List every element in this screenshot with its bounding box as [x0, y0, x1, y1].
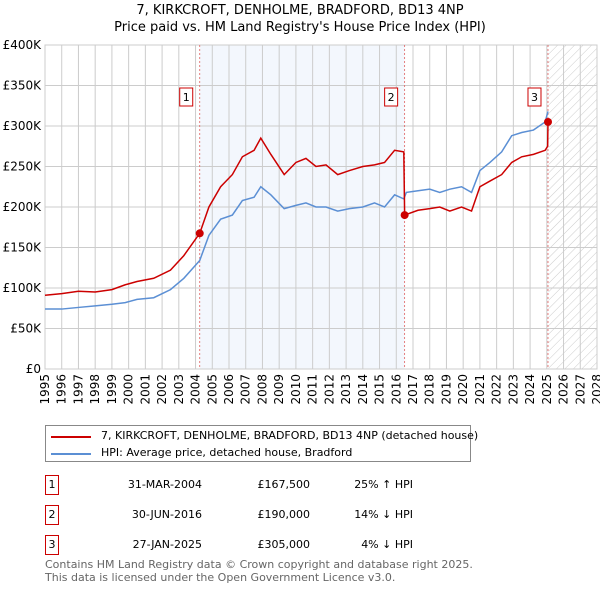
sale-hpi-diff: 4% ↓ HPI: [361, 538, 413, 551]
x-tick-label: 2013: [339, 374, 353, 405]
x-tick-label: 2021: [473, 374, 487, 405]
sale-marker-box: [384, 87, 399, 107]
x-tick-label: 2002: [155, 374, 169, 405]
legend-swatch-hpi: [51, 453, 91, 455]
x-tick-label: 2007: [239, 374, 253, 405]
x-tick-label: 2025: [540, 374, 554, 405]
x-tick-label: 2010: [289, 374, 303, 405]
sale-point: [543, 117, 552, 126]
x-tick-label: 2020: [456, 374, 470, 405]
legend-swatch-price: [51, 436, 91, 438]
sale-point: [400, 211, 409, 220]
sale-point: [195, 229, 204, 238]
x-tick-label: 2009: [272, 374, 286, 405]
x-tick-label: 1995: [38, 374, 52, 405]
x-tick-label: 2001: [138, 374, 152, 405]
legend-label-hpi: HPI: Average price, detached house, Brad…: [101, 446, 353, 459]
legend-label-price: 7, KIRKCROFT, DENHOLME, BRADFORD, BD13 4…: [101, 429, 479, 442]
sale-marker-box: [527, 87, 542, 107]
chart-title: 7, KIRKCROFT, DENHOLME, BRADFORD, BD13 4…: [136, 3, 464, 18]
x-tick-label: 2028: [590, 374, 600, 405]
x-tick-label: 1997: [71, 374, 85, 405]
y-tick-label: £400K: [3, 38, 43, 52]
x-tick-label: 2005: [205, 374, 219, 405]
x-tick-label: 2012: [322, 374, 336, 405]
y-tick-label: £150K: [3, 241, 43, 255]
price-line: [44, 121, 549, 297]
sale-hpi-diff: 14% ↓ HPI: [354, 508, 413, 521]
sale-row: 2 30-JUN-2016 £190,000 14% ↓ HPI: [45, 505, 465, 525]
x-tick-label: 2000: [122, 374, 136, 405]
x-tick-label: 2008: [255, 374, 269, 405]
hpi-line: [45, 111, 549, 310]
x-tick-label: 2026: [557, 374, 571, 405]
x-tick-label: 2019: [439, 374, 453, 405]
sale-price: £190,000: [257, 508, 311, 521]
sale-marker-number: 3: [45, 535, 59, 555]
sale-row: 1 31-MAR-2004 £167,500 25% ↑ HPI: [45, 475, 465, 495]
x-tick-label: 2004: [189, 374, 203, 405]
x-tick-label: 2015: [373, 374, 387, 405]
x-tick-label: 2003: [172, 374, 186, 405]
y-tick-label: £100K: [3, 281, 43, 295]
x-tick-label: 1998: [88, 374, 102, 405]
sale-date: 27-JAN-2025: [132, 538, 202, 551]
sale-price: £305,000: [257, 538, 311, 551]
sale-row: 3 27-JAN-2025 £305,000 4% ↓ HPI: [45, 535, 465, 555]
x-tick-label: 1996: [55, 374, 69, 405]
footer-line-2: This data is licensed under the Open Gov…: [45, 571, 396, 584]
y-tick-label: £350K: [3, 79, 43, 93]
x-tick-label: 2018: [423, 374, 437, 405]
x-tick-label: 2022: [490, 374, 504, 405]
x-tick-label: 1999: [105, 374, 119, 405]
sale-date: 30-JUN-2016: [131, 508, 202, 521]
plot-frame: [44, 44, 598, 370]
x-tick-label: 2014: [356, 374, 370, 405]
sale-marker-number: 2: [45, 505, 59, 525]
y-tick-label: £250K: [3, 160, 43, 174]
x-tick-label: 2017: [406, 374, 420, 405]
x-tick-label: 2027: [573, 374, 587, 405]
legend: 7, KIRKCROFT, DENHOLME, BRADFORD, BD13 4…: [45, 425, 478, 462]
footer: Contains HM Land Registry data © Crown c…: [45, 558, 473, 584]
y-tick-label: £50K: [10, 322, 42, 336]
x-tick-label: 2023: [506, 374, 520, 405]
sale-marker-label: 3: [531, 91, 538, 104]
y-tick-label: £200K: [3, 200, 43, 214]
chart-plot: 1995 1996 1997 1998 1999 2000 2001 2002 2003 2004…: [3, 38, 600, 405]
x-tick-label: 2011: [306, 374, 320, 405]
sale-marker-label: 2: [388, 91, 395, 104]
x-tick-label: 2016: [389, 374, 403, 405]
sale-marker-number: 1: [45, 475, 59, 495]
sale-date: 31-MAR-2004: [127, 478, 202, 491]
sale-price: £167,500: [257, 478, 311, 491]
footer-line-1: Contains HM Land Registry data © Crown c…: [45, 558, 473, 571]
x-tick-label: 2006: [222, 374, 236, 405]
sale-hpi-diff: 25% ↑ HPI: [354, 478, 413, 491]
y-tick-label: £0: [26, 362, 41, 376]
chart-subtitle: Price paid vs. HM Land Registry's House …: [114, 20, 486, 35]
y-tick-label: £300K: [3, 119, 43, 133]
x-tick-label: 2024: [523, 374, 537, 405]
sale-marker-box: [179, 87, 194, 107]
sale-marker-label: 1: [183, 91, 190, 104]
